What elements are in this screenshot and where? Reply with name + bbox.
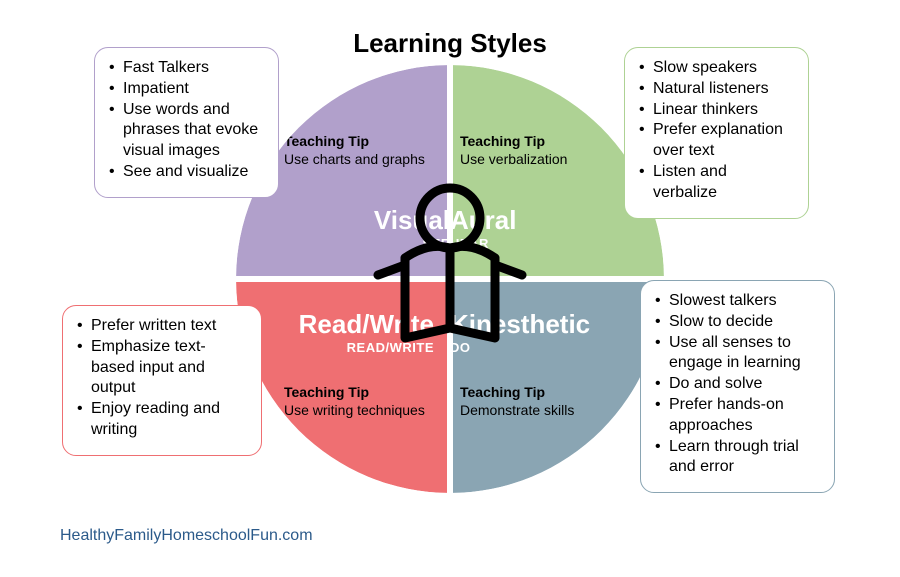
teaching-tip-readwrite: Teaching Tip Use writing techniques [284,384,444,419]
trait-item: Learn through trial and error [655,437,820,479]
teaching-tip-aural: Teaching Tip Use verbalization [460,133,620,168]
traits-list-aural: Slow speakersNatural listenersLinear thi… [639,58,794,204]
traits-list-kinesthetic: Slowest talkersSlow to decideUse all sen… [655,291,820,478]
reader-icon [350,170,550,370]
teaching-tip-kinesthetic: Teaching Tip Demonstrate skills [460,384,620,419]
trait-item: Slowest talkers [655,291,820,312]
trait-item: Emphasize text-based input and output [77,337,247,399]
source-credit: HealthyFamilyHomeschoolFun.com [60,527,313,545]
traits-card-readwrite: Prefer written textEmphasize text-based … [62,305,262,456]
trait-item: Prefer written text [77,316,247,337]
page-title: Learning Styles [353,28,547,59]
trait-item: Impatient [109,79,264,100]
trait-item: Prefer explanation over text [639,120,794,162]
trait-item: See and visualize [109,162,264,183]
trait-item: Prefer hands-on approaches [655,395,820,437]
traits-card-kinesthetic: Slowest talkersSlow to decideUse all sen… [640,280,835,493]
trait-item: Use words and phrases that evoke visual … [109,100,264,162]
trait-item: Use all senses to engage in learning [655,333,820,375]
traits-card-visual: Fast TalkersImpatientUse words and phras… [94,47,279,198]
traits-card-aural: Slow speakersNatural listenersLinear thi… [624,47,809,219]
trait-item: Slow to decide [655,312,820,333]
trait-item: Natural listeners [639,79,794,100]
trait-item: Slow speakers [639,58,794,79]
trait-item: Do and solve [655,374,820,395]
trait-item: Fast Talkers [109,58,264,79]
teaching-tip-visual: Teaching Tip Use charts and graphs [284,133,444,168]
traits-list-readwrite: Prefer written textEmphasize text-based … [77,316,247,441]
traits-list-visual: Fast TalkersImpatientUse words and phras… [109,58,264,183]
trait-item: Listen and verbalize [639,162,794,204]
trait-item: Linear thinkers [639,100,794,121]
trait-item: Enjoy reading and writing [77,399,247,441]
